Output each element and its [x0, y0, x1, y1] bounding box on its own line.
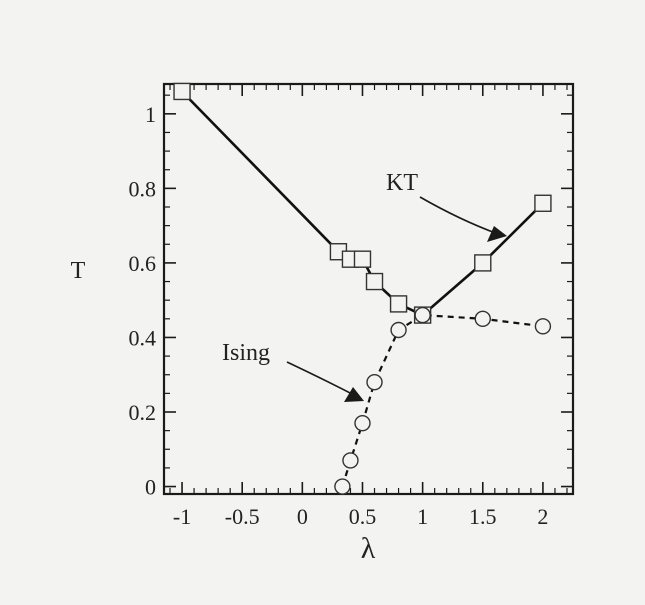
point-marker-ising: [334, 478, 351, 495]
y-tick-label: 0.4: [129, 325, 157, 350]
point-marker-kt: [173, 82, 191, 101]
x-tick-label: -1: [173, 504, 191, 529]
x-tick-label: -0.5: [225, 504, 260, 529]
x-tick-label: 0: [297, 504, 308, 529]
point-marker-kt: [534, 194, 552, 212]
y-axis-label: T: [71, 258, 86, 284]
axis-ticks: [164, 84, 573, 494]
annotation-ising-label: Ising: [222, 340, 270, 366]
x-tick-label: 2: [537, 504, 548, 529]
y-tick-label: 0.6: [129, 251, 157, 276]
plot-frame: [162, 82, 575, 496]
series-markers: [173, 82, 552, 495]
annotation-kt-label: KT: [386, 170, 418, 196]
annotation-kt-arrowhead: [487, 226, 507, 242]
y-tick-label: 1: [145, 102, 156, 127]
x-tick-label: 0.5: [349, 504, 377, 529]
point-marker-ising: [534, 318, 552, 335]
point-marker-ising: [342, 452, 359, 469]
point-marker-ising: [366, 373, 383, 391]
series-line-kt: [181, 90, 544, 317]
point-marker-ising: [474, 310, 491, 328]
y-tick-label: 0.8: [129, 176, 157, 201]
point-marker-ising: [390, 321, 407, 339]
x-tick-label: 1.5: [469, 504, 497, 529]
point-marker-ising: [414, 306, 431, 324]
x-tick-label: 1: [417, 504, 428, 529]
y-tick-label: 0: [145, 475, 156, 500]
series-line-ising: [341, 313, 544, 487]
point-marker-kt: [353, 250, 372, 268]
point-marker-kt: [365, 272, 384, 291]
point-marker-kt: [474, 254, 492, 272]
annotation-ising-arrow: [286, 361, 357, 397]
point-marker-kt: [389, 295, 408, 313]
annotation-kt-arrow: [419, 196, 499, 235]
annotation-ising-arrowhead: [344, 387, 364, 402]
plot-border: [162, 82, 575, 496]
point-marker-ising: [354, 414, 371, 432]
axis-tick-labels: -1 -0.5 0 0.5 1 1.5 2 0 0.2 0.4 0.6 0.8 1: [129, 102, 549, 529]
x-axis-label: λ: [361, 532, 376, 565]
y-tick-label: 0.2: [129, 400, 157, 425]
